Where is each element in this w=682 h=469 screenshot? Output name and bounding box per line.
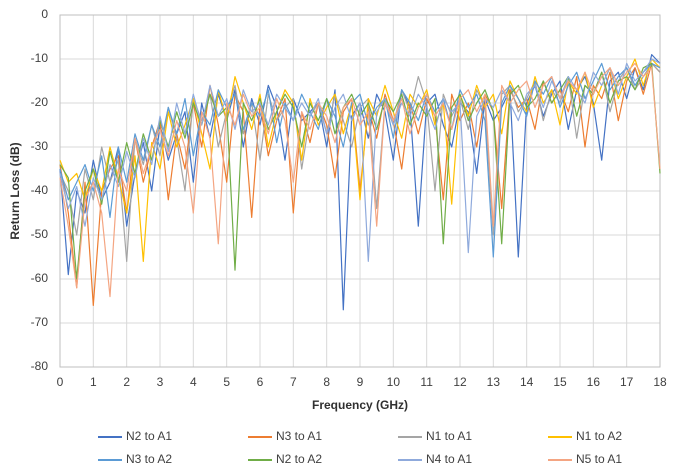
x-tick-label: 14 [520,375,534,389]
y-tick-label: -60 [31,271,49,285]
legend-label: N2 to A1 [126,429,172,443]
y-tick-label: -50 [31,227,49,241]
legend-label: N4 to A1 [426,452,472,466]
x-axis-title: Frequency (GHz) [312,398,408,412]
x-tick-label: 10 [387,375,401,389]
x-tick-label: 8 [323,375,330,389]
x-tick-label: 5 [223,375,230,389]
series-line [59,62,661,280]
x-tick-label: 6 [257,375,264,389]
x-tick-label: 4 [190,375,197,389]
x-tick-label: 12 [453,375,467,389]
legend-label: N5 to A1 [576,452,622,466]
y-tick-label: -20 [31,95,49,109]
x-tick-label: 1 [90,375,97,389]
x-tick-label: 2 [123,375,130,389]
x-tick-label: 7 [290,375,297,389]
series-line [59,62,661,258]
x-tick-label: 18 [653,375,667,389]
y-tick-label: -30 [31,139,49,153]
series-line [59,62,661,298]
legend-label: N1 to A1 [426,429,472,443]
series-line [59,58,661,262]
x-tick-label: 17 [620,375,634,389]
y-tick-label: -40 [31,183,49,197]
x-tick-label: 0 [57,375,64,389]
y-tick-label: -10 [31,51,49,65]
y-tick-label: 0 [41,7,48,21]
plot-border [59,14,661,368]
x-tick-label: 3 [157,375,164,389]
y-tick-label: -70 [31,315,49,329]
y-tick-label: -80 [31,359,49,373]
x-tick-label: 15 [553,375,567,389]
x-tick-label: 11 [420,375,433,389]
legend-label: N2 to A2 [276,452,322,466]
legend-label: N3 to A1 [276,429,322,443]
x-tick-label: 13 [487,375,501,389]
legend-label: N3 to A2 [126,452,172,466]
x-tick-label: 9 [357,375,364,389]
legend-label: N1 to A2 [576,429,622,443]
x-tick-label: 16 [587,375,601,389]
y-axis-title: Return Loss (dB) [8,142,22,239]
